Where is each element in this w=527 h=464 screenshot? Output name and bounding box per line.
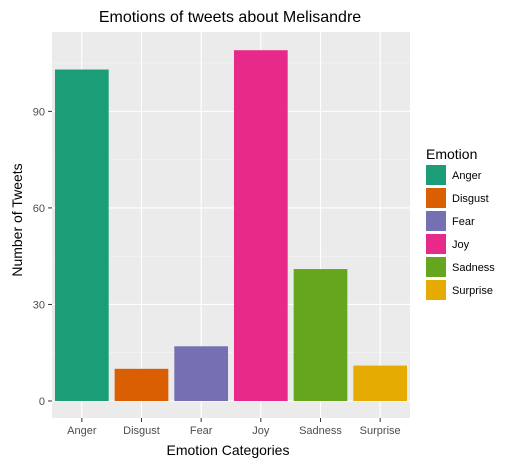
y-tick-label: 30 [33,299,45,311]
bar-disgust [114,368,169,401]
x-tick-label: Disgust [123,425,160,437]
legend: Emotion Anger Disgust Fear Joy Sadness Surpri… [426,146,495,300]
legend-swatch-joy [426,234,446,254]
legend-swatch-disgust [426,188,446,208]
y-tick-label: 60 [33,203,45,215]
bar-joy [233,50,288,402]
bar-fear [174,346,229,401]
x-tick-label: Fear [190,425,213,437]
x-tick-label: Surprise [360,425,401,437]
y-tick-label: 90 [33,106,45,118]
legend-label-joy: Joy [452,239,470,251]
legend-label-surprise: Surprise [452,285,493,297]
legend-label-sadness: Sadness [452,262,495,274]
bars [54,50,408,402]
bar-sadness [293,269,348,401]
legend-label-disgust: Disgust [452,193,489,205]
legend-label-fear: Fear [452,216,475,228]
legend-swatch-sadness [426,257,446,277]
legend-swatch-anger [426,165,446,185]
bar-surprise [353,365,408,401]
y-axis-title: Number of Tweets [9,163,25,276]
plot-panel [52,32,410,418]
legend-swatch-fear [426,211,446,231]
legend-swatch-surprise [426,280,446,300]
legend-items: Anger Disgust Fear Joy Sadness Surprise [426,165,495,300]
y-axis-ticks: 0 30 60 90 [33,106,52,408]
chart-title: Emotions of tweets about Melisandre [99,9,361,26]
y-tick-label: 0 [39,396,45,408]
x-axis-ticks: Anger Disgust Fear Joy Sadness Surprise [67,418,401,437]
bar-anger [54,69,109,401]
legend-title: Emotion [426,146,477,162]
x-tick-label: Joy [252,425,270,437]
legend-label-anger: Anger [452,170,482,182]
x-tick-label: Anger [67,425,97,437]
x-axis-title: Emotion Categories [167,442,290,458]
x-tick-label: Sadness [299,425,342,437]
